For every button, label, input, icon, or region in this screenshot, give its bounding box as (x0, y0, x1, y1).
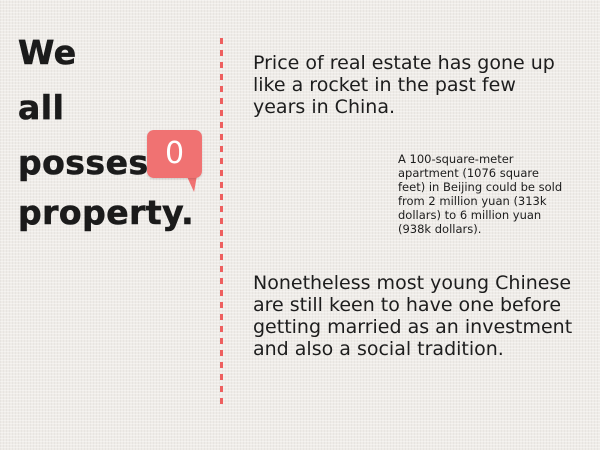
price-note: A 100-square-meter apartment (1076 squar… (398, 152, 563, 236)
count-badge: 0 (147, 130, 202, 178)
title-line-2: all (18, 88, 65, 127)
title-line-4: property. (18, 193, 195, 232)
dashed-divider (220, 38, 223, 410)
count-badge-value: 0 (164, 136, 185, 171)
main-paragraph: Price of real estate has gone up like a … (253, 52, 555, 118)
title-line-1: We (18, 33, 77, 72)
second-paragraph: Nonetheless most young Chinese are still… (253, 272, 573, 360)
title-line-3: possess (18, 143, 169, 182)
